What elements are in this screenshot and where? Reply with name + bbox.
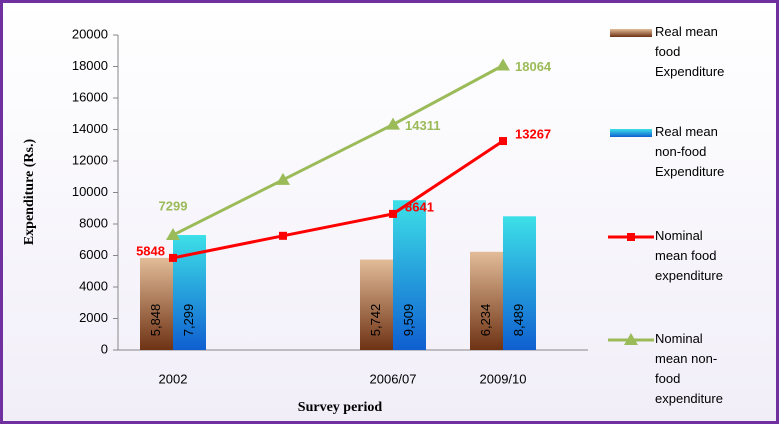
- bar-value-label: 7,299: [181, 304, 196, 337]
- marker: [499, 137, 507, 146]
- bar: [470, 251, 503, 350]
- x-axis-title: Survey period: [298, 400, 383, 415]
- legend-label-line: food: [655, 44, 680, 59]
- x-tick-label: 2002: [159, 371, 188, 386]
- legend-label: Nominal mean non-food expenditure: [655, 331, 723, 406]
- bar: [503, 216, 536, 350]
- y-tick-label: 0: [101, 341, 108, 356]
- bar: [393, 200, 426, 350]
- bar-value-label: 6,234: [478, 304, 493, 337]
- marker: [386, 117, 400, 130]
- y-tick-label: 12000: [72, 152, 108, 167]
- y-tick-label: 8000: [79, 215, 108, 230]
- y-tick-label: 10000: [72, 184, 108, 199]
- y-axis-title: Expenditure (Rs.): [22, 139, 37, 246]
- legend-label-line: Nominal: [655, 228, 703, 243]
- legend-label-line: Real mean: [655, 124, 718, 139]
- bar: [140, 257, 173, 350]
- bar-value-label: 5,848: [148, 304, 163, 337]
- marker: [169, 253, 177, 262]
- marker: [276, 172, 290, 185]
- legend-label-line: expenditure: [655, 268, 723, 283]
- marker: [389, 209, 397, 218]
- legend-label-line: Real mean: [655, 24, 718, 39]
- bar: [360, 259, 393, 350]
- legend-label-line: food: [655, 371, 680, 386]
- y-tick-label: 14000: [72, 121, 108, 136]
- y-tick-label: 16000: [72, 89, 108, 104]
- legend-label-line: expenditure: [655, 391, 723, 406]
- legend-label-line: Expenditure: [655, 164, 724, 179]
- y-tick-label: 2000: [79, 310, 108, 325]
- y-tick-label: 18000: [72, 58, 108, 73]
- line-value-label: 8641: [405, 199, 434, 214]
- legend-marker: [624, 333, 638, 345]
- bar-value-label: 9,509: [401, 304, 416, 337]
- line-value-label: 5848: [136, 243, 165, 258]
- marker: [279, 231, 287, 240]
- legend-label-line: mean non-: [655, 351, 717, 366]
- legend-swatch: [610, 129, 652, 137]
- legend-label-line: Expenditure: [655, 64, 724, 79]
- legend-marker: [627, 233, 635, 241]
- marker: [496, 58, 510, 71]
- legend-swatch: [610, 29, 652, 37]
- line-value-label: 14311: [405, 118, 440, 133]
- legend-label-line: non-food: [655, 144, 706, 159]
- line-value-label: 13267: [515, 126, 551, 141]
- marker: [166, 228, 180, 241]
- legend-label-line: mean food: [655, 248, 716, 263]
- bar-value-label: 5,742: [368, 304, 383, 337]
- line: [172, 64, 504, 237]
- legend-label-line: Nominal: [655, 331, 703, 346]
- x-tick-label: 2009/10: [480, 371, 527, 386]
- y-tick-label: 6000: [79, 247, 108, 262]
- legend-label: Real mean non-food Expenditure: [655, 124, 724, 179]
- legend-label: Real mean food Expenditure: [655, 24, 724, 79]
- line-value-label: 7299: [159, 198, 188, 213]
- line-value-label: 18064: [515, 59, 552, 74]
- y-tick-label: 4000: [79, 278, 108, 293]
- line: [172, 139, 504, 260]
- legend-label: Nominal mean food expenditure: [655, 228, 723, 283]
- y-tick-label: 20000: [72, 26, 108, 41]
- bar-value-label: 8,489: [511, 304, 526, 337]
- x-tick-label: 2006/07: [370, 371, 417, 386]
